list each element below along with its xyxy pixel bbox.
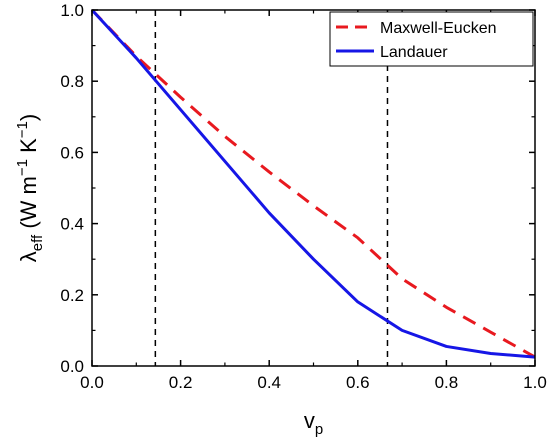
legend-box <box>329 11 534 67</box>
y-tick-label: 0.0 <box>60 357 84 376</box>
series-line-1 <box>90 8 536 359</box>
x-tick-label: 0.2 <box>169 373 193 392</box>
y-tick-label: 1.0 <box>60 1 84 20</box>
x-axis-title: vp <box>304 408 323 438</box>
legend-label-2: Landauer <box>380 44 448 61</box>
y-tick-label: 0.6 <box>60 143 84 162</box>
x-tick-label: 0.8 <box>435 373 459 392</box>
y-tick-label: 0.8 <box>60 72 84 91</box>
x-tick-label: 0.4 <box>257 373 281 392</box>
x-tick-label: 0.0 <box>80 373 104 392</box>
y-tick-label: 0.4 <box>60 215 84 234</box>
legend: Maxwell-Eucken Landauer <box>329 11 534 67</box>
reference-lines <box>154 10 389 366</box>
y-tick-label: 0.2 <box>60 286 84 305</box>
series-layer <box>90 8 536 359</box>
legend-label-1: Maxwell-Eucken <box>380 20 496 37</box>
axis-ticks: 0.0 0.2 0.4 0.6 0.8 1.0 0.0 0.2 0.4 0.6 0.8 1.0 <box>60 1 546 392</box>
x-tick-label: 0.6 <box>346 373 370 392</box>
y-axis-title: λeff (W m−1 K−1) <box>14 114 46 262</box>
series-line-2 <box>90 8 536 359</box>
x-tick-label: 1.0 <box>523 373 547 392</box>
